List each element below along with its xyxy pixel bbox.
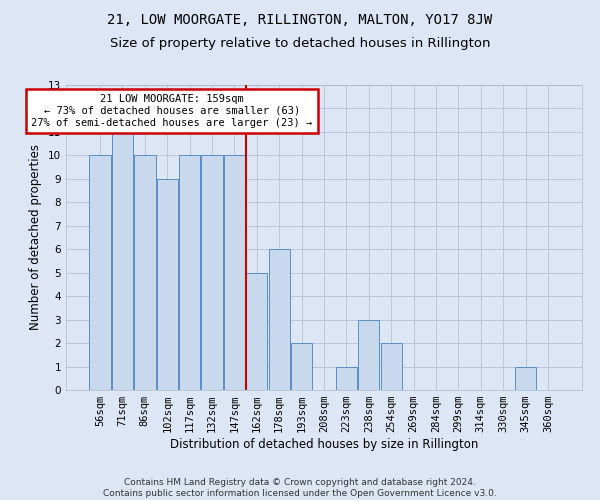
Bar: [358, 320, 379, 390]
Text: Size of property relative to detached houses in Rillington: Size of property relative to detached ho…: [110, 38, 490, 51]
Bar: [269, 249, 290, 390]
Text: 21, LOW MOORGATE, RILLINGTON, MALTON, YO17 8JW: 21, LOW MOORGATE, RILLINGTON, MALTON, YO…: [107, 12, 493, 26]
Bar: [336, 366, 357, 390]
Bar: [246, 272, 268, 390]
Bar: [179, 156, 200, 390]
Bar: [157, 179, 178, 390]
Bar: [515, 366, 536, 390]
Bar: [202, 156, 223, 390]
Y-axis label: Number of detached properties: Number of detached properties: [29, 144, 43, 330]
Bar: [380, 343, 402, 390]
X-axis label: Distribution of detached houses by size in Rillington: Distribution of detached houses by size …: [170, 438, 478, 451]
Bar: [89, 156, 111, 390]
Bar: [291, 343, 312, 390]
Bar: [134, 156, 155, 390]
Bar: [224, 156, 245, 390]
Text: 21 LOW MOORGATE: 159sqm
← 73% of detached houses are smaller (63)
27% of semi-de: 21 LOW MOORGATE: 159sqm ← 73% of detache…: [31, 94, 313, 128]
Bar: [112, 132, 133, 390]
Text: Contains HM Land Registry data © Crown copyright and database right 2024.
Contai: Contains HM Land Registry data © Crown c…: [103, 478, 497, 498]
